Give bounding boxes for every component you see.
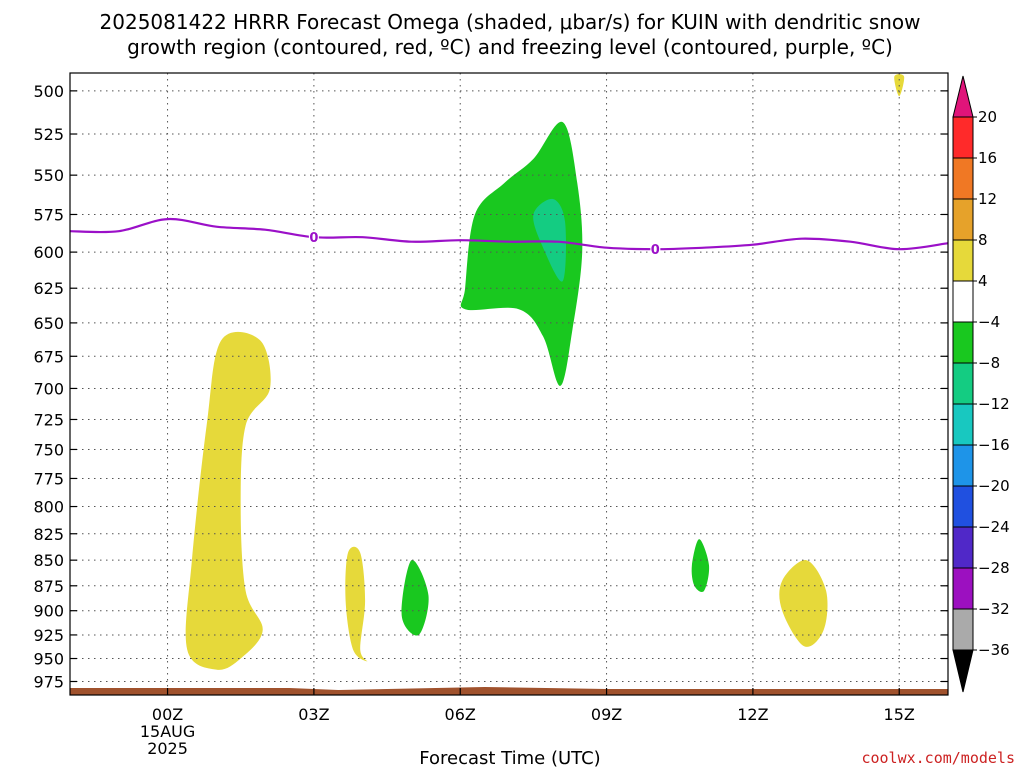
y-tick-label-500: 500	[33, 82, 64, 101]
colorbar-label-4: 4	[978, 272, 988, 290]
x-tick-year: 2025	[147, 739, 188, 758]
y-tick-label-700: 700	[33, 379, 64, 398]
colorbar-bin-9	[952, 485, 974, 528]
freezing-level-label-1: 0	[651, 243, 660, 258]
colorbar-bin-11	[952, 567, 974, 610]
y-tick-label-650: 650	[33, 314, 64, 333]
freezing-level-contour: 00	[69, 217, 949, 258]
omega-region-7	[533, 198, 566, 282]
freezing-label-bg-1	[650, 242, 661, 257]
colorbar-label-8: −16	[978, 436, 1010, 454]
grid-lines	[70, 73, 948, 695]
colorbar-label-13: −36	[978, 641, 1010, 659]
chart-title-line2: growth region (contoured, red, ºC) and f…	[127, 35, 893, 59]
omega-region-4	[460, 121, 583, 386]
colorbar-top-arrow	[952, 75, 974, 118]
colorbar-bin-5	[952, 321, 974, 364]
omega-region-0	[185, 331, 271, 670]
credit-text: coolwx.com/models	[861, 749, 1015, 767]
colorbar-label-5: −4	[978, 313, 1000, 331]
freezing-level-line	[69, 217, 949, 251]
colorbar-label-9: −20	[978, 477, 1010, 495]
colorbar-bin-8	[952, 444, 974, 487]
y-tick-label-625: 625	[33, 279, 64, 298]
y-tick-label-975: 975	[33, 672, 64, 691]
freezing-label-bg-0	[308, 230, 319, 245]
colorbar-bin-10	[952, 526, 974, 569]
y-tick-label-850: 850	[33, 551, 64, 570]
x-tick-label-09Z: 09Z	[591, 705, 622, 724]
colorbar-label-6: −8	[978, 354, 1000, 372]
y-tick-label-575: 575	[33, 205, 64, 224]
x-axis-label: Forecast Time (UTC)	[419, 748, 600, 768]
y-tick-label-600: 600	[33, 243, 64, 262]
y-tick-label-750: 750	[33, 440, 64, 459]
x-tick-label-15Z: 15Z	[884, 705, 915, 724]
colorbar-label-11: −28	[978, 559, 1010, 577]
colorbar-bin-3	[952, 239, 974, 282]
omega-region-2	[779, 560, 828, 647]
y-tick-label-900: 900	[33, 602, 64, 621]
x-tick-label-03Z: 03Z	[298, 705, 329, 724]
colorbar-label-12: −32	[978, 600, 1010, 618]
colorbar-label-1: 16	[978, 149, 997, 167]
colorbar-label-0: 20	[978, 108, 997, 126]
colorbar-bin-6	[952, 362, 974, 405]
ground-strip	[70, 687, 948, 695]
x-tick-date: 15AUG	[140, 722, 195, 741]
colorbar-bin-12	[952, 608, 974, 651]
colorbar-bin-0	[952, 116, 974, 159]
colorbar-label-3: 8	[978, 231, 988, 249]
colorbar-bin-7	[952, 403, 974, 446]
colorbar: 20 16 12 8 4 −4 −8 −12 −16 −20 −24 −28 −32 −36	[952, 75, 1010, 693]
y-tick-label-825: 825	[33, 525, 64, 544]
omega-shaded-regions	[185, 74, 905, 670]
y-tick-label-775: 775	[33, 469, 64, 488]
y-tick-label-800: 800	[33, 498, 64, 517]
y-tick-label-925: 925	[33, 626, 64, 645]
colorbar-label-10: −24	[978, 518, 1010, 536]
omega-region-6	[691, 539, 710, 593]
omega-region-5	[401, 559, 429, 636]
chart-title-line1: 2025081422 HRRR Forecast Omega (shaded, …	[100, 10, 921, 34]
colorbar-bin-4	[952, 280, 974, 323]
plot-frame	[69, 72, 949, 696]
y-axis-ticks: 500 525 550 575 600 625 650 675 700 725 750 775 800 8…	[33, 82, 948, 691]
x-tick-label-12Z: 12Z	[737, 705, 768, 724]
y-tick-label-950: 950	[33, 650, 64, 669]
omega-region-1	[345, 546, 368, 662]
x-tick-label-00Z: 00Z	[152, 705, 183, 724]
colorbar-label-2: 12	[978, 190, 997, 208]
x-tick-label-06Z: 06Z	[445, 705, 476, 724]
y-tick-label-550: 550	[33, 166, 64, 185]
colorbar-label-7: −12	[978, 395, 1010, 413]
ground-fill	[70, 687, 948, 695]
colorbar-bin-2	[952, 198, 974, 241]
y-tick-label-725: 725	[33, 410, 64, 429]
freezing-level-label-0: 0	[309, 231, 318, 246]
colorbar-bin-1	[952, 157, 974, 200]
colorbar-bottom-arrow	[952, 649, 974, 693]
y-tick-label-875: 875	[33, 577, 64, 596]
y-tick-label-525: 525	[33, 125, 64, 144]
plot-border	[69, 72, 949, 696]
y-tick-label-675: 675	[33, 347, 64, 366]
